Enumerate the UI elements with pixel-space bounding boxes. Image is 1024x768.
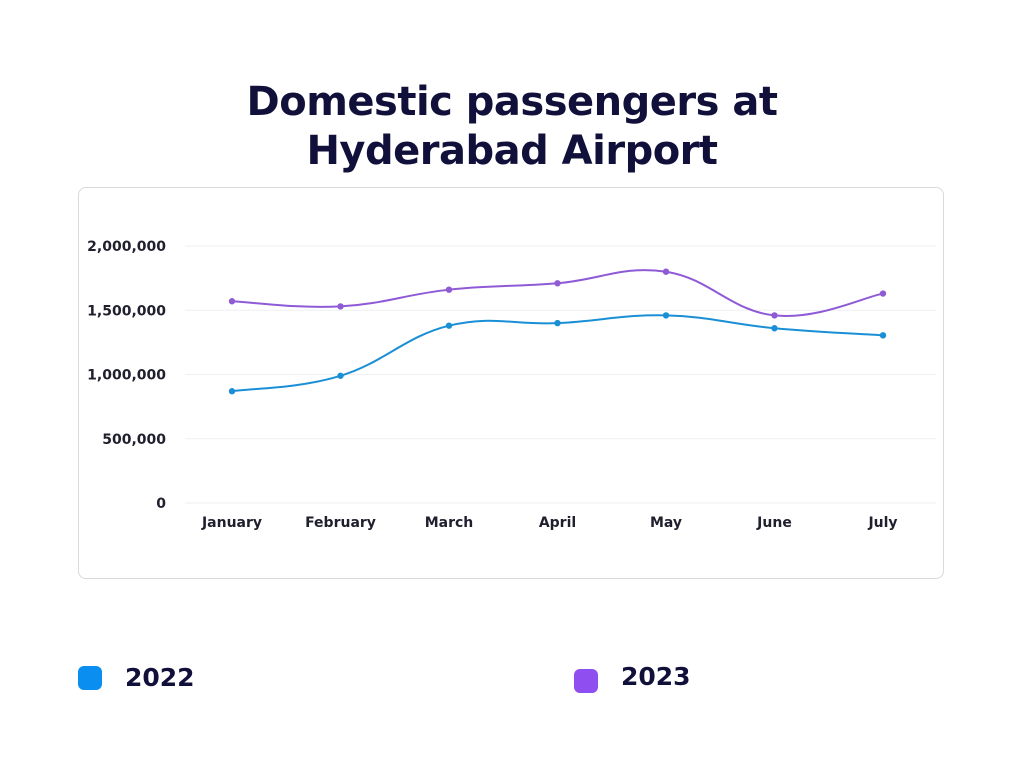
- data-point-2023: [662, 268, 670, 275]
- x-tick-label: April: [539, 515, 576, 531]
- data-point-2022: [337, 372, 344, 379]
- legend-item-2022: 2022: [78, 663, 195, 692]
- data-point-2022: [554, 319, 561, 327]
- x-tick-label: June: [756, 515, 792, 531]
- chart-title-line-2: Hyderabad Airport: [306, 128, 718, 174]
- data-point-2023: [228, 298, 236, 305]
- y-tick-label: 2,000,000: [87, 239, 166, 255]
- legend-label-2023: 2023: [621, 662, 691, 691]
- legend-swatch-2022: [78, 665, 102, 690]
- x-tick-label: March: [425, 515, 474, 531]
- data-point-2023: [879, 290, 887, 297]
- y-tick-label: 1,000,000: [87, 368, 166, 384]
- series-line-2023: [231, 269, 884, 317]
- x-tick-label: July: [867, 515, 897, 531]
- x-tick-label: February: [305, 515, 376, 531]
- x-tick-label: January: [201, 515, 262, 531]
- y-tick-label: 0: [156, 496, 166, 512]
- x-tick-label: May: [650, 515, 682, 531]
- chart-title-line-1: Domestic passengers at: [246, 79, 778, 125]
- data-point-2022: [662, 312, 670, 319]
- legend-item-2023: 2023: [574, 660, 691, 693]
- chart-card: [78, 187, 944, 579]
- data-point-2023: [445, 286, 453, 293]
- data-point-2022: [228, 388, 236, 395]
- legend-swatch-2023: [574, 669, 598, 693]
- data-point-2022: [445, 322, 453, 329]
- chart-title: Domestic passengers at Hyderabad Airport: [0, 78, 1024, 176]
- legend-label-2022: 2022: [125, 663, 195, 692]
- y-tick-label: 1,500,000: [87, 303, 166, 319]
- data-point-2022: [771, 325, 778, 332]
- data-point-2023: [337, 303, 344, 310]
- data-point-2022: [879, 332, 887, 339]
- data-point-2023: [554, 280, 561, 287]
- series-line-2022: [231, 314, 884, 393]
- data-point-2023: [771, 312, 778, 319]
- y-tick-label: 500,000: [102, 432, 166, 448]
